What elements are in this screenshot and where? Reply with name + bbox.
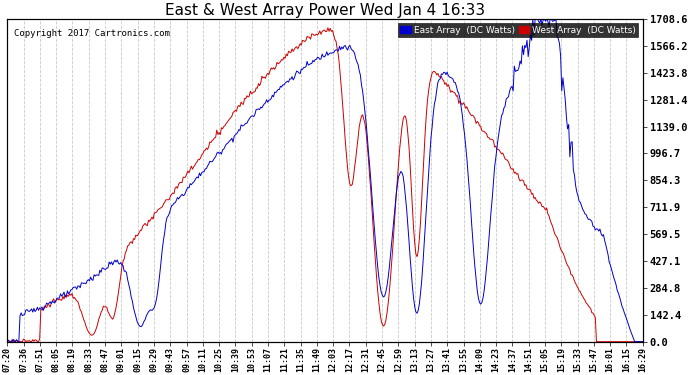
- Title: East & West Array Power Wed Jan 4 16:33: East & West Array Power Wed Jan 4 16:33: [165, 3, 485, 18]
- Text: Copyright 2017 Cartronics.com: Copyright 2017 Cartronics.com: [14, 28, 170, 38]
- Legend: East Array  (DC Watts), West Array  (DC Watts): East Array (DC Watts), West Array (DC Wa…: [398, 24, 638, 37]
